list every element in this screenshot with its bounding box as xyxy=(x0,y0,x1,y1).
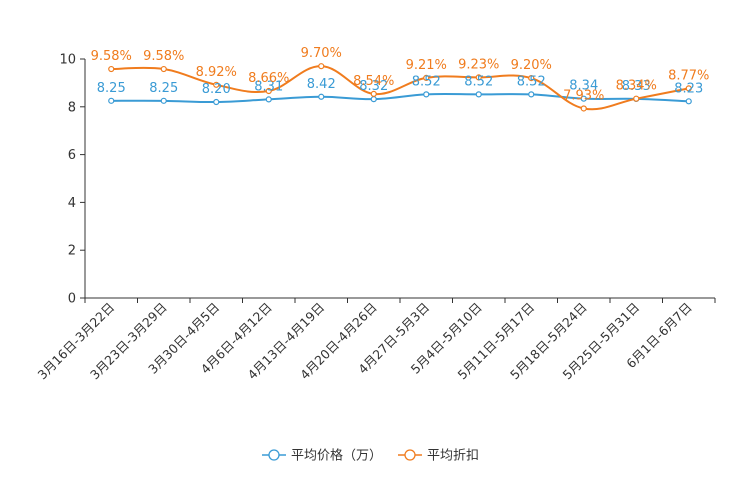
data-point xyxy=(213,81,220,88)
data-label: 8.66% xyxy=(248,71,289,86)
data-label: 9.23% xyxy=(458,57,499,72)
data-point xyxy=(475,74,482,81)
data-point xyxy=(265,96,272,103)
data-label: 8.31 xyxy=(254,79,283,94)
data-label: 8.23 xyxy=(674,81,703,96)
data-label: 8.77% xyxy=(668,68,709,83)
legend-item-0[interactable]: 平均价格（万） xyxy=(262,448,382,464)
y-tick-label: 4 xyxy=(68,196,76,211)
legend-item-1[interactable]: 平均折扣 xyxy=(398,449,479,464)
data-label: 8.52 xyxy=(464,74,493,89)
data-point xyxy=(213,98,220,106)
y-tick-label: 8 xyxy=(68,100,76,115)
data-label: 8.34% xyxy=(616,79,657,94)
data-label: 8.92% xyxy=(196,65,237,80)
data-label: 8.52 xyxy=(517,74,546,89)
data-label: 8.32 xyxy=(359,79,388,94)
data-label: 9.70% xyxy=(301,46,342,61)
y-tick-label: 10 xyxy=(59,53,76,68)
data-point xyxy=(580,95,587,102)
data-point xyxy=(318,93,325,100)
data-label: 9.20% xyxy=(511,58,552,73)
y-tick-label: 6 xyxy=(68,148,76,163)
legend-label: 平均折扣 xyxy=(427,449,479,464)
data-label: 8.54% xyxy=(353,74,394,89)
data-labels: 8.25 8.25 8.20 8.31 8.42 8.32 8.52 8.52 8.52 8.34… xyxy=(91,46,710,103)
data-point xyxy=(633,95,640,102)
legend-marker xyxy=(268,449,280,461)
data-point xyxy=(370,96,377,103)
data-point xyxy=(160,97,167,104)
data-point xyxy=(528,75,535,82)
data-label: 8.34 xyxy=(569,79,598,94)
data-point xyxy=(580,105,587,112)
data-point xyxy=(423,74,430,81)
data-point xyxy=(265,87,272,95)
legend-marker xyxy=(404,449,416,461)
data-point xyxy=(108,65,115,73)
series-group xyxy=(108,63,692,112)
data-point xyxy=(528,91,535,98)
data-point xyxy=(370,90,377,97)
series-line-0 xyxy=(111,92,689,104)
data-label: 8.25 xyxy=(97,81,126,96)
data-point xyxy=(685,85,692,92)
data-point xyxy=(685,98,692,105)
data-label: 9.58% xyxy=(91,49,132,64)
data-point xyxy=(160,65,167,73)
data-label: 8.42 xyxy=(307,77,336,92)
data-point xyxy=(475,91,482,98)
data-label: 9.21% xyxy=(406,58,447,73)
legend-label: 平均价格（万） xyxy=(291,448,382,464)
y-tick-label: 2 xyxy=(68,244,76,259)
y-tick-label: 0 xyxy=(68,292,76,307)
data-label: 8.20 xyxy=(202,82,231,97)
data-label: 8.33 xyxy=(622,79,651,94)
data-label: 8.52 xyxy=(412,74,441,89)
legend[interactable]: 平均价格（万） 平均折扣 xyxy=(262,448,479,464)
data-point xyxy=(108,97,115,104)
data-point xyxy=(423,91,430,98)
data-label: 8.25 xyxy=(149,81,178,96)
data-label: 7.93% xyxy=(563,88,604,103)
data-label: 9.58% xyxy=(143,49,184,64)
data-point xyxy=(318,63,325,70)
